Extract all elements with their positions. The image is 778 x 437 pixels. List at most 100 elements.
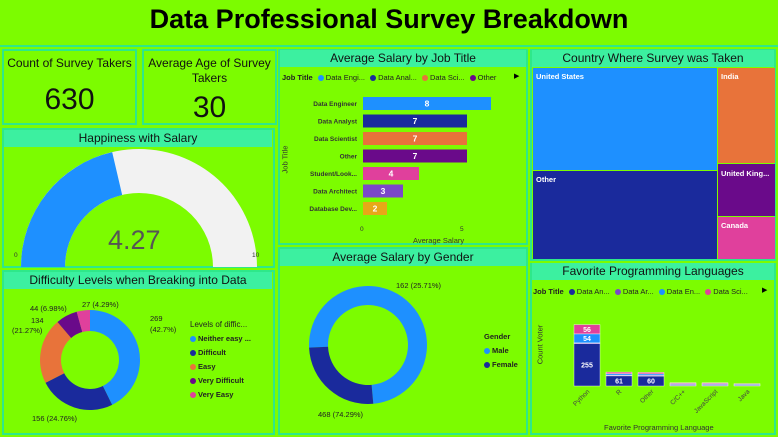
legend-label: Neither easy ... <box>198 334 251 343</box>
legend-label: Easy <box>198 362 216 371</box>
job-salary-bar[interactable] <box>363 167 419 180</box>
language-bar-segment[interactable] <box>637 372 665 375</box>
treemap-label: United King... <box>721 169 770 178</box>
language-bar-value: 56 <box>583 327 591 334</box>
job-category-label: Data Scientist <box>314 136 358 143</box>
difficulty-slice[interactable] <box>76 310 90 333</box>
job-salary-value: 3 <box>381 186 386 196</box>
salary-job-legend: Job Title Data Engi... Data Anal... Data… <box>282 73 496 82</box>
legend-item[interactable]: Difficult <box>190 346 251 360</box>
job-salary-bar[interactable] <box>363 97 491 110</box>
legend-item[interactable]: Very Difficult <box>190 374 251 388</box>
job-salary-value: 7 <box>413 134 418 144</box>
languages-xlabel: Favorite Programming Language <box>604 423 714 432</box>
treemap-cell-canada[interactable] <box>718 217 775 259</box>
gauge-min: 0 <box>14 252 18 259</box>
language-bar-segment[interactable] <box>573 343 601 387</box>
job-salary-bar[interactable] <box>363 149 467 163</box>
job-category-label: Data Architect <box>313 189 358 196</box>
job-salary-bar[interactable] <box>363 132 467 145</box>
legend-dot <box>705 289 712 296</box>
legend-label[interactable]: Data An... <box>576 287 610 296</box>
job-salary-value: 7 <box>413 116 418 126</box>
legend-next-icon[interactable]: ▶ <box>514 73 520 80</box>
legend-dot <box>317 75 324 82</box>
job-salary-value: 8 <box>425 99 430 109</box>
legend-dot <box>484 362 490 369</box>
job-category-label: Other <box>340 154 358 161</box>
legend-item[interactable]: Neither easy ... <box>190 332 251 346</box>
treemap-cell-uk[interactable] <box>718 164 775 216</box>
legend-label[interactable]: Data Sci... <box>713 287 748 296</box>
legend-label[interactable]: Data Ar... <box>622 287 654 296</box>
job-salary-bar[interactable] <box>363 114 467 128</box>
treemap-label: Other <box>536 175 557 184</box>
legend-item[interactable]: Female <box>484 358 518 372</box>
legend-dot <box>190 392 196 399</box>
legend-item[interactable]: Male <box>484 344 518 358</box>
salary-job-panel <box>278 49 528 245</box>
language-bar-segment[interactable] <box>733 383 761 385</box>
difficulty-label: 269 <box>150 314 163 323</box>
gender-label-female: 162 (25.71%) <box>396 281 442 290</box>
treemap-label: Canada <box>721 221 749 230</box>
count-card-value: 630 <box>44 83 95 116</box>
legend-dot <box>614 289 621 296</box>
difficulty-label: (21.27%) <box>12 326 43 335</box>
salary-job-tick: 5 <box>460 226 464 233</box>
legend-dot <box>421 75 428 82</box>
count-card: Count of Survey Takers 630 <box>2 49 137 125</box>
gender-title: Average Salary by Gender <box>280 249 526 266</box>
languages-ylabel: Count Voter <box>535 324 545 365</box>
treemap-cell-us[interactable] <box>533 68 717 170</box>
language-bar-value: 54 <box>583 336 591 343</box>
gender-slice[interactable] <box>309 346 374 404</box>
difficulty-slice[interactable] <box>90 310 140 405</box>
difficulty-slice[interactable] <box>45 373 113 410</box>
job-salary-value: 2 <box>373 204 378 214</box>
salary-job-title: Average Salary by Job Title <box>280 50 526 67</box>
legend-dot <box>469 75 476 82</box>
gender-legend: Gender Male Female <box>484 330 518 372</box>
count-card-title: Count of Survey Takers <box>7 56 132 70</box>
legend-label: Male <box>492 346 509 355</box>
difficulty-label: 134 <box>31 316 44 325</box>
legend-dot <box>190 350 196 357</box>
difficulty-slice[interactable] <box>40 322 72 383</box>
country-title: Country Where Survey was Taken <box>532 50 774 67</box>
gender-donut <box>309 286 427 404</box>
gender-label-male: 468 (74.29%) <box>318 410 364 419</box>
legend-item[interactable]: Very Easy <box>190 388 251 402</box>
language-bar-segment[interactable] <box>573 324 601 335</box>
treemap-cell-other[interactable] <box>533 171 717 259</box>
legend-label[interactable]: Data En... <box>666 287 701 296</box>
legend-label[interactable]: Data Anal... <box>378 73 417 82</box>
legend-label: Female <box>492 360 518 369</box>
language-bar-segment[interactable] <box>701 382 729 384</box>
gauge-value: 4.27 <box>108 225 161 255</box>
gender-slice[interactable] <box>309 286 427 404</box>
happiness-title: Happiness with Salary <box>4 130 272 147</box>
age-card: Average Age of Survey Takers 30 <box>142 49 277 125</box>
language-category-label: Java <box>737 388 752 403</box>
job-salary-bar[interactable] <box>363 184 403 198</box>
language-bar-value: 61 <box>615 378 623 385</box>
difficulty-label: (42.7%) <box>150 325 177 334</box>
treemap-label: India <box>721 72 739 81</box>
job-salary-bar[interactable] <box>363 202 387 215</box>
language-category-label: Python <box>572 388 592 408</box>
difficulty-label: 44 (6.98%) <box>30 304 67 313</box>
difficulty-slice[interactable] <box>57 311 83 338</box>
language-bar-segment[interactable] <box>605 371 633 374</box>
job-salary-value: 7 <box>413 151 418 161</box>
salary-job-tick: 0 <box>360 226 364 233</box>
legend-dot <box>370 75 377 82</box>
language-bar-segment[interactable] <box>669 382 697 384</box>
legend-label[interactable]: Data Sci... <box>429 73 465 82</box>
legend-next-icon[interactable]: ▶ <box>762 287 768 294</box>
legend-label[interactable]: Data Engi... <box>325 73 365 82</box>
treemap-cell-india[interactable] <box>718 68 775 163</box>
legend-label[interactable]: Other <box>477 73 497 82</box>
job-salary-value: 4 <box>389 169 394 179</box>
legend-item[interactable]: Easy <box>190 360 251 374</box>
